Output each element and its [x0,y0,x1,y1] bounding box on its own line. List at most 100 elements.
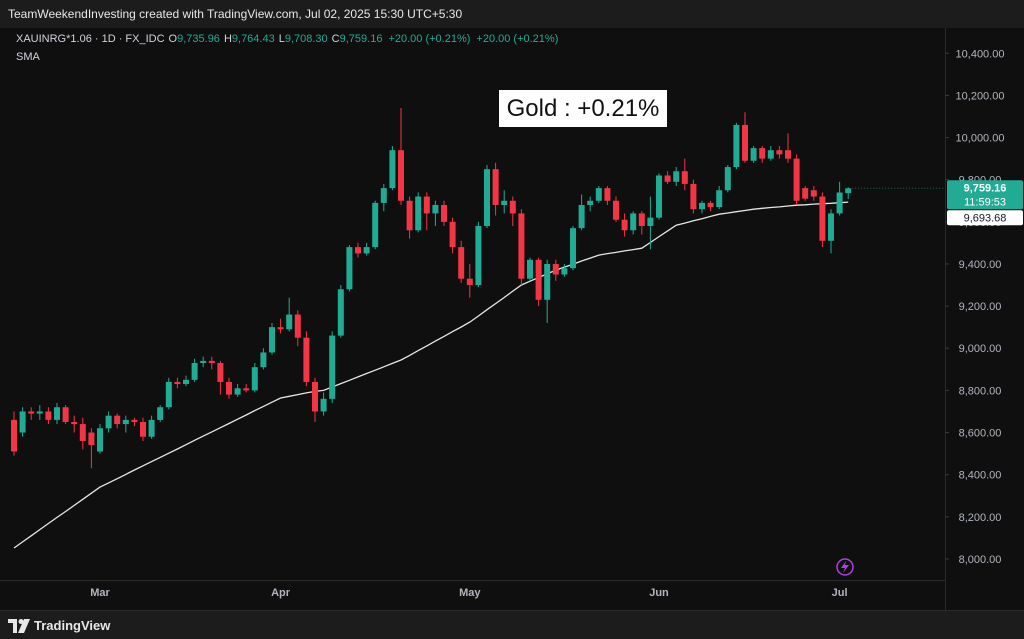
y-tick-label: 9,200.00 [959,301,1002,313]
alert-icon[interactable] [836,558,854,576]
candle-body [174,381,181,385]
candle-body [449,221,456,248]
y-tick-label: 9,400.00 [959,259,1002,271]
candle-body [423,196,430,214]
candle-body [630,213,637,231]
candle-body [260,352,267,368]
candle-body [595,188,602,201]
candle-body [312,381,318,412]
candle-body [802,188,809,199]
candle-body [509,200,516,214]
candle-body [656,175,662,218]
candle-body [294,314,301,338]
candle-body [432,204,439,214]
candle-body [561,268,568,275]
candle-body [79,424,86,441]
last-price-label: 9,759.16 [964,182,1007,194]
y-tick-label: 8,600.00 [959,428,1002,440]
candle-body [11,419,17,452]
candle-body [776,150,783,155]
sma-box [947,210,1023,226]
x-tick-label: Jun [649,587,669,599]
candle-body [380,188,387,203]
sma-label: 9,693.68 [964,212,1007,224]
candle-body [733,124,740,168]
candle-body [71,421,78,425]
study-label: SMA [16,51,40,63]
candle-body [286,314,293,330]
candle-body [45,411,52,420]
candle-body [277,327,284,330]
candle-body [398,150,404,201]
y-tick-label: 8,400.00 [959,470,1002,482]
symbol: XAUINRG*1.06 · 1D · FX_IDC [16,33,165,45]
candle-body [527,259,533,279]
logo [8,619,30,633]
candle-body [217,362,224,382]
candle-body [36,411,43,414]
legend: XAUINRG*1.06 · 1D · FX_IDC O9,735.96 H9,76… [16,33,562,45]
ohlc-key: H [223,33,232,45]
candle-body [97,428,103,452]
candle-body [638,213,645,227]
x-tick-label: Apr [271,587,291,599]
candle-body [54,407,60,420]
candle-body [165,381,172,408]
candle-body [415,196,422,231]
candle-body [28,411,35,414]
candle-body [234,388,241,395]
candle-body [552,263,559,275]
candle-body [535,259,542,300]
candle-body [251,367,258,391]
candle-body [681,171,688,184]
x-tick-label: May [459,587,481,599]
candle-body [122,419,129,425]
candle-body [226,381,232,395]
sma-line [13,201,849,549]
y-tick-label: 8,200.00 [959,512,1002,524]
candle-body [604,188,611,201]
ohlc-key: O [168,33,178,45]
last-price-box [947,180,1023,210]
candle-body [62,407,69,422]
candle-body [329,335,336,399]
countdown: 11:59:53 [964,196,1006,208]
candle-body [389,150,396,189]
candle-body [355,247,361,254]
watermark: TeamWeekendInvesting created with Tradin… [8,7,463,21]
candle-body [140,421,146,437]
candle-body [346,247,353,290]
candle-body [613,200,619,220]
candle-body [183,379,189,385]
change: +20.00 (+0.21%) [476,33,559,45]
candle-body [673,171,680,182]
candle-body [810,190,817,197]
candle-body [845,188,852,194]
candle-body [716,190,723,208]
candle-body [88,432,95,446]
candle-body [114,415,121,425]
candle-body [441,204,447,222]
candle-body [105,415,112,429]
ohlc-key: C [331,33,340,45]
candle-body [647,217,654,227]
candle-body [157,407,164,420]
candle-body [707,202,714,208]
y-tick-label: 10,200.00 [956,90,1005,102]
candle-body [785,150,791,159]
candle-body [793,158,800,201]
candle-body [699,202,705,210]
candle-body [484,169,490,227]
header: TeamWeekendInvesting created with Tradin… [0,0,1024,28]
candle-body [819,196,826,241]
ohlc-value: 9,759.16 [339,33,383,45]
candle-body [587,200,594,205]
ohlc-value: 9,708.30 [284,33,328,45]
y-tick-label: 9,000.00 [959,343,1002,355]
y-tick-label: 10,400.00 [956,48,1005,60]
candle-body [570,228,576,269]
candle-body [269,327,275,353]
candle-body [337,289,344,336]
candle-body [544,263,551,300]
